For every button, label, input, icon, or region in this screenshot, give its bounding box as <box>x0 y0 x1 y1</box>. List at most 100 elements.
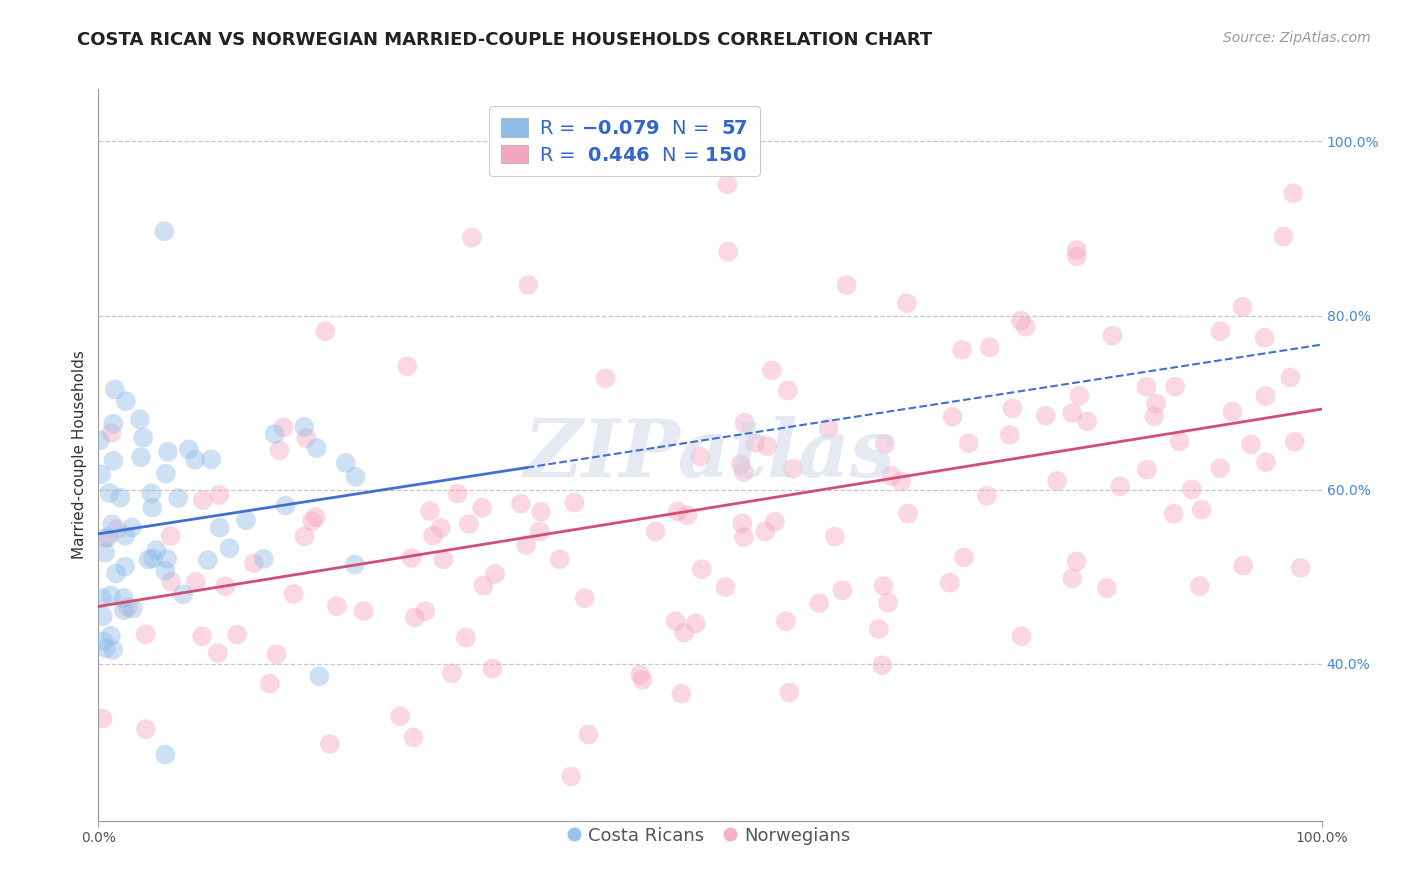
Point <box>1135 380 1157 394</box>
Point <box>104 383 127 397</box>
Point <box>141 486 163 500</box>
Point <box>1254 389 1277 403</box>
Point <box>835 278 858 293</box>
Point <box>446 486 468 500</box>
Point <box>763 515 786 529</box>
Point <box>305 510 328 524</box>
Point <box>172 587 194 601</box>
Point <box>121 601 143 615</box>
Point <box>1289 561 1312 575</box>
Point <box>676 508 699 523</box>
Point <box>868 622 890 636</box>
Point <box>517 278 540 293</box>
Y-axis label: Married-couple Households: Married-couple Households <box>72 351 87 559</box>
Point <box>1076 414 1098 428</box>
Point <box>1066 554 1088 568</box>
Point <box>756 439 779 453</box>
Point <box>135 723 157 737</box>
Point <box>666 505 689 519</box>
Point <box>896 296 918 310</box>
Point <box>628 667 651 681</box>
Point <box>422 529 444 543</box>
Point <box>509 497 531 511</box>
Point <box>631 673 654 687</box>
Point <box>673 625 696 640</box>
Point <box>890 475 912 489</box>
Point <box>824 530 846 544</box>
Point <box>1181 483 1204 497</box>
Point <box>529 524 551 539</box>
Point <box>941 409 963 424</box>
Point <box>184 574 207 589</box>
Point <box>112 591 135 605</box>
Point <box>530 505 553 519</box>
Point <box>430 521 453 535</box>
Point <box>976 489 998 503</box>
Point <box>263 427 285 442</box>
Point <box>1035 409 1057 423</box>
Point <box>744 436 766 450</box>
Point <box>155 467 177 481</box>
Point <box>484 566 506 581</box>
Point <box>1209 461 1232 475</box>
Point <box>1164 379 1187 393</box>
Point <box>877 596 900 610</box>
Point <box>644 524 666 539</box>
Point <box>344 469 367 483</box>
Point <box>998 427 1021 442</box>
Point <box>1232 300 1254 314</box>
Point <box>105 522 128 536</box>
Point <box>129 412 152 426</box>
Point <box>93 634 115 648</box>
Point <box>560 770 582 784</box>
Point <box>1011 629 1033 643</box>
Point <box>731 516 754 531</box>
Point <box>1069 389 1091 403</box>
Point <box>402 731 425 745</box>
Point <box>831 583 853 598</box>
Point <box>129 450 152 465</box>
Point <box>294 529 316 543</box>
Point <box>1279 370 1302 384</box>
Point <box>1284 434 1306 449</box>
Point <box>308 669 330 683</box>
Point <box>872 579 894 593</box>
Point <box>156 445 179 459</box>
Point <box>1240 437 1263 451</box>
Point <box>671 687 693 701</box>
Point <box>301 514 323 528</box>
Point <box>155 564 177 578</box>
Point <box>1209 324 1232 338</box>
Point <box>283 587 305 601</box>
Point <box>432 552 454 566</box>
Point <box>1046 474 1069 488</box>
Point <box>91 609 114 624</box>
Point <box>145 543 167 558</box>
Point <box>335 456 357 470</box>
Point <box>690 562 713 576</box>
Point <box>153 224 176 238</box>
Point <box>89 434 111 448</box>
Point <box>778 685 800 699</box>
Point <box>1232 558 1254 573</box>
Point <box>104 566 127 581</box>
Text: ZIPatlas: ZIPatlas <box>524 417 896 493</box>
Point <box>938 575 960 590</box>
Point <box>132 430 155 444</box>
Point <box>235 513 257 527</box>
Point <box>880 468 903 483</box>
Point <box>305 441 328 455</box>
Point <box>548 552 571 566</box>
Point <box>689 450 711 464</box>
Point <box>1101 328 1123 343</box>
Point <box>1062 571 1084 585</box>
Point <box>112 603 135 617</box>
Point <box>481 662 503 676</box>
Point <box>259 676 281 690</box>
Point <box>100 425 122 440</box>
Point <box>138 552 160 566</box>
Point <box>754 524 776 539</box>
Point <box>191 493 214 508</box>
Point <box>100 629 122 643</box>
Point <box>253 552 276 566</box>
